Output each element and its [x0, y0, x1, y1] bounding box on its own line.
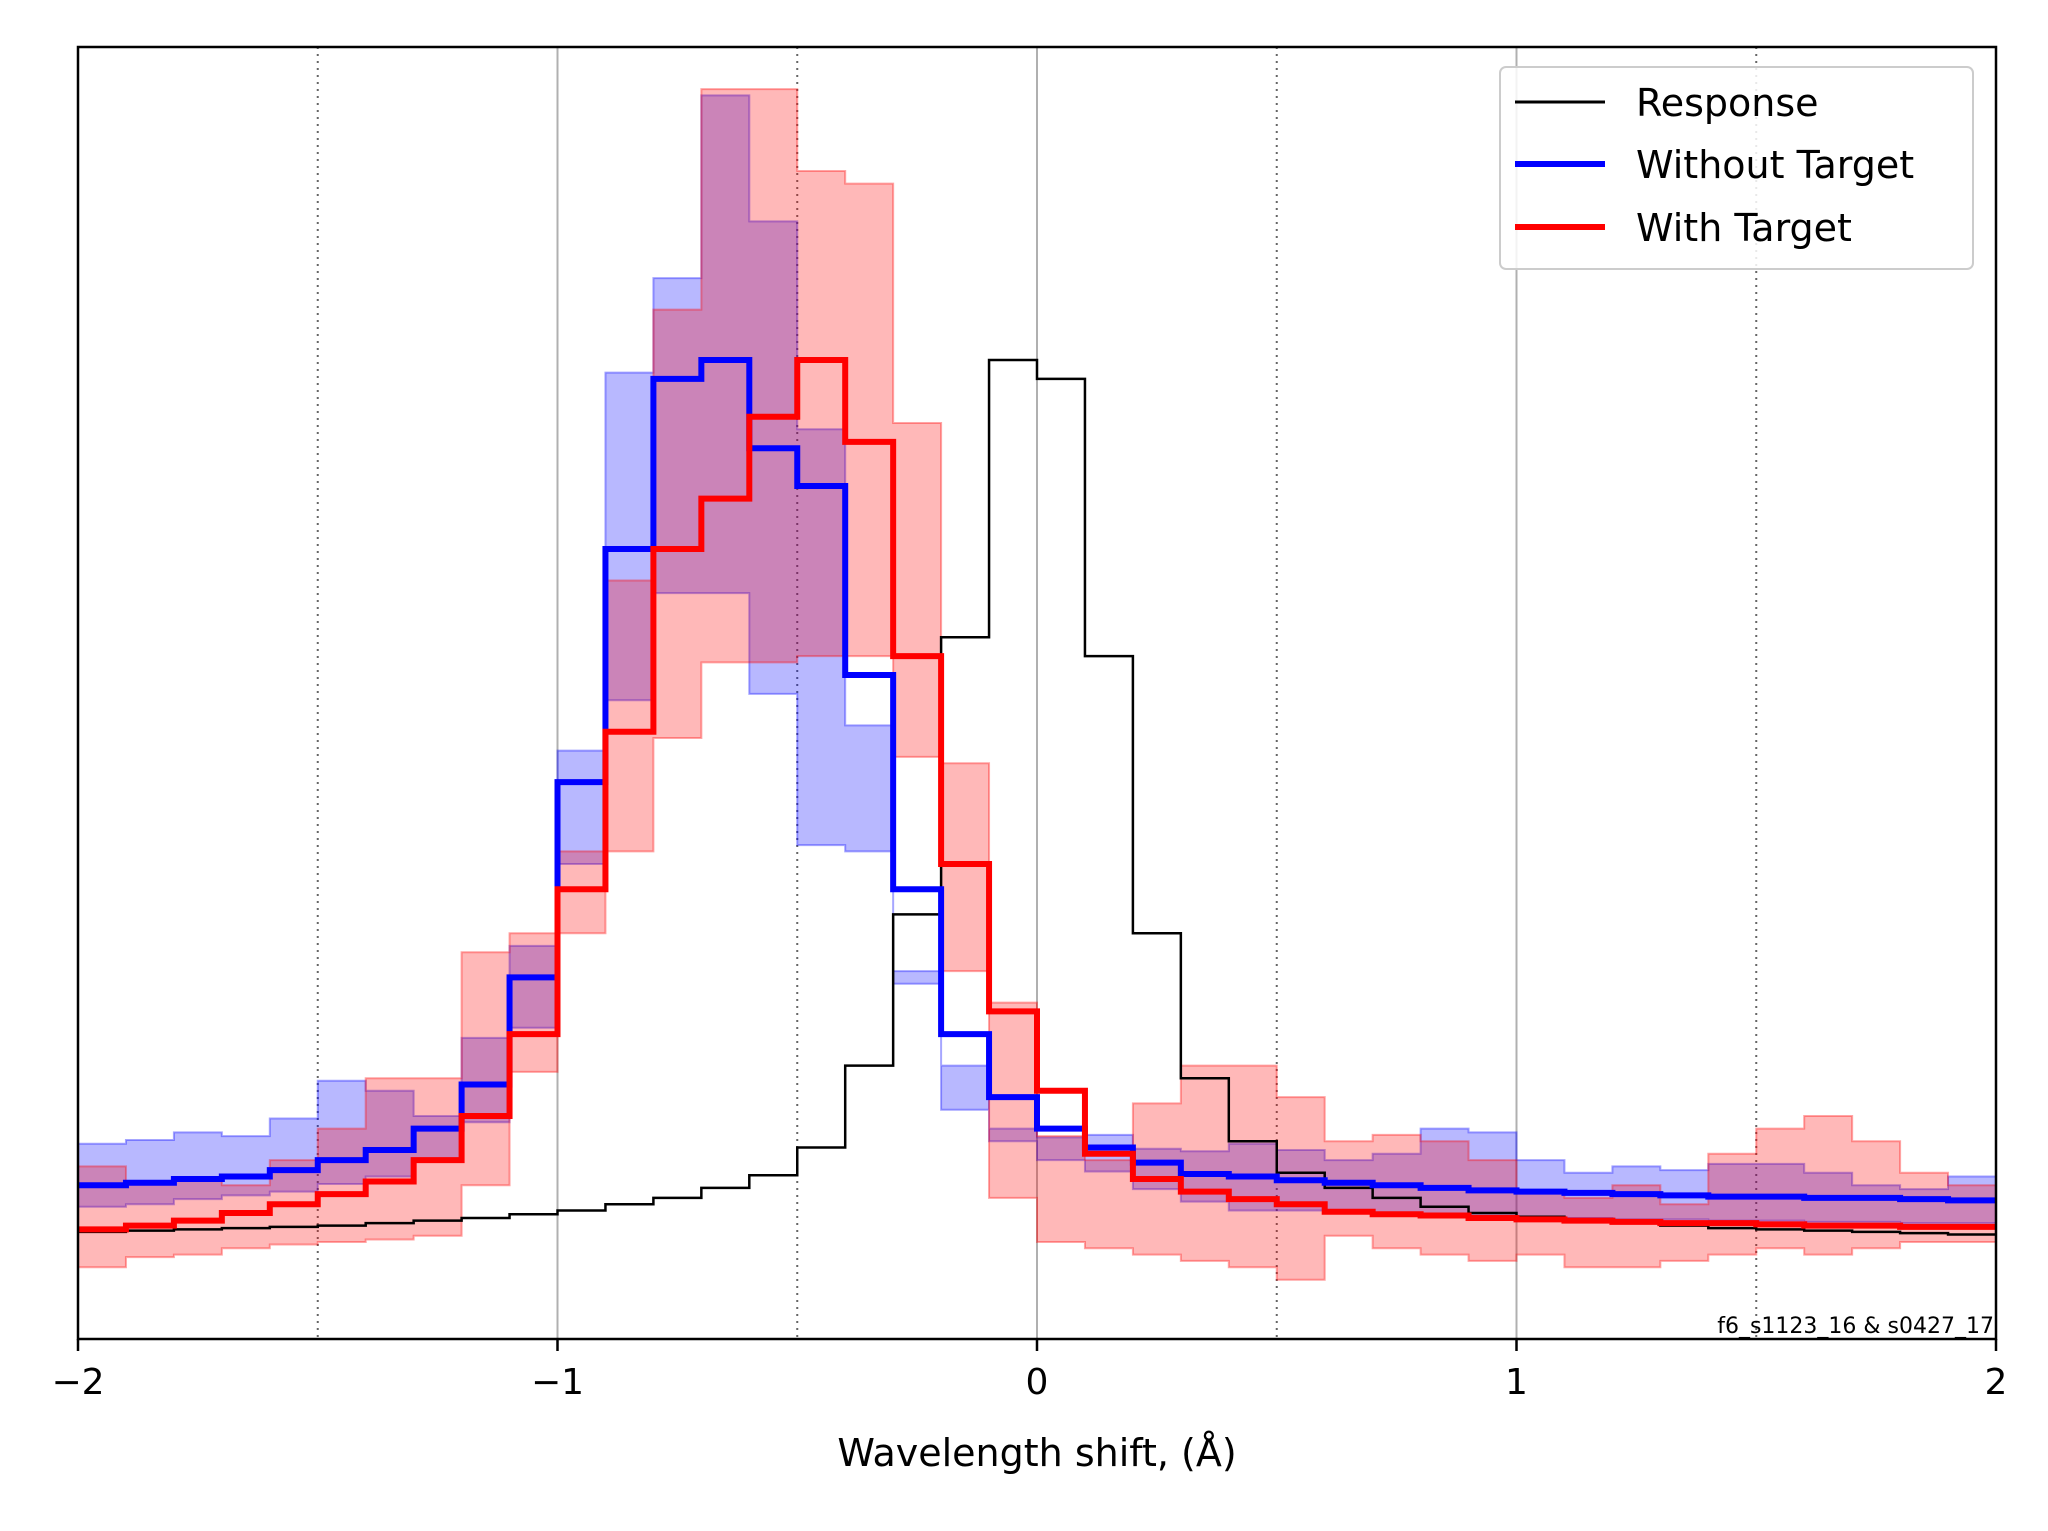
x-tick-label: 0: [1026, 1362, 1049, 1403]
legend: Response Without Target With Target: [1499, 66, 1974, 270]
legend-label-without-target: Without Target: [1636, 143, 1914, 187]
x-tick-label: −2: [51, 1362, 104, 1403]
x-tick-label: 1: [1505, 1362, 1528, 1403]
series-line-with-target: [78, 357, 1996, 1233]
x-axis-label: Wavelength shift, (Å): [837, 1431, 1236, 1475]
band-without-target: [77, 94, 1997, 1225]
legend-label-response: Response: [1636, 81, 1819, 125]
annotation-label: f6_s1123_16 & s0427_17: [1717, 1314, 1994, 1339]
legend-label-with-target: With Target: [1636, 206, 1852, 250]
x-axis: −2 −1 0 1 2: [51, 1339, 2007, 1403]
series-line-without-target: [78, 357, 1996, 1204]
series-lines: [78, 357, 1996, 1236]
x-tick-label: −1: [531, 1362, 584, 1403]
x-tick-label: 2: [1985, 1362, 2008, 1403]
legend-box: [1499, 66, 1974, 270]
